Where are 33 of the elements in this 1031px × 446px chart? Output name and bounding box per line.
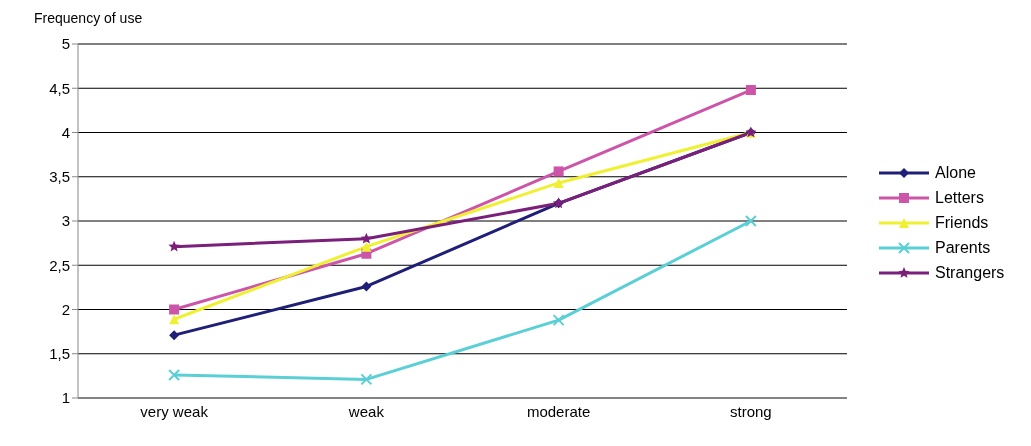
point <box>360 232 373 244</box>
y-axis-title: Frequency of use <box>34 10 143 26</box>
y-tick-label: 2 <box>61 300 70 318</box>
legend-label: Friends <box>935 214 989 232</box>
point <box>745 85 756 96</box>
y-tick-label: 3,5 <box>49 168 70 186</box>
point <box>169 304 180 315</box>
point <box>744 215 757 227</box>
point <box>553 166 564 177</box>
point <box>168 368 181 381</box>
point <box>361 241 372 252</box>
y-tick-label: 4 <box>61 123 70 141</box>
x-tick-label: very weak <box>140 402 209 420</box>
legend-label: Alone <box>935 164 976 182</box>
y-tick-label: 1 <box>61 389 70 407</box>
y-tick-label: 3 <box>61 212 70 230</box>
point <box>168 240 180 252</box>
point <box>169 330 180 341</box>
x-tick-label: weak <box>347 402 385 420</box>
y-tick-label: 5 <box>61 35 70 53</box>
legend-label: Strangers <box>935 264 1005 282</box>
x-tick-label: moderate <box>526 402 591 420</box>
point <box>169 314 180 325</box>
y-tick-label: 4,5 <box>49 79 70 97</box>
point <box>553 177 564 188</box>
y-tick-label: 2,5 <box>49 256 70 274</box>
x-tick-label: strong <box>730 402 772 420</box>
y-tick-label: 1,5 <box>49 345 70 363</box>
point <box>360 373 373 386</box>
legend-label: Parents <box>935 239 991 257</box>
point <box>552 314 565 327</box>
legend-label: Letters <box>935 189 984 207</box>
point <box>361 281 372 292</box>
